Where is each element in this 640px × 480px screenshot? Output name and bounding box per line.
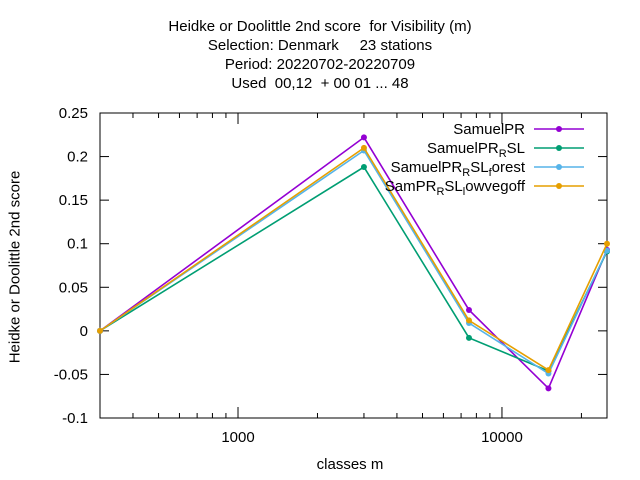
legend-marker-2 <box>556 164 562 170</box>
legend-label-1: SamuelPRRSL <box>427 140 525 160</box>
series-line-1 <box>99 165 608 372</box>
x-tick-label-0: 1000 <box>221 429 254 446</box>
legend-marker-3 <box>556 183 562 189</box>
series-3-point-0 <box>97 327 103 334</box>
plot-frame <box>99 112 608 419</box>
series-2-point-4 <box>604 247 610 254</box>
y-tick-label-7: 0.25 <box>59 105 88 122</box>
chart-title-line-3: Period: 20220702-20220709 <box>224 56 416 73</box>
series-line-3 <box>99 146 608 372</box>
legend-label-0: SamuelPR <box>453 121 525 138</box>
x-axis-label: classes m <box>316 456 384 473</box>
series-3-point-3 <box>545 367 552 374</box>
series-0-point-2 <box>465 306 472 313</box>
legend-marker-1 <box>556 145 562 151</box>
series-1-point-2 <box>465 334 472 341</box>
series-0-point-3 <box>545 385 552 392</box>
legend-marker-0 <box>556 126 562 132</box>
chart-title-line-1: Heidke or Doolittle 2nd score for Visibi… <box>168 18 472 35</box>
x-tick-label-1: 10000 <box>481 429 523 446</box>
y-tick-label-5: 0.15 <box>59 192 88 209</box>
series-3-point-2 <box>465 317 472 324</box>
y-tick-label-6: 0.2 <box>67 149 88 166</box>
series-line-2 <box>99 149 608 375</box>
legend-label-2: SamuelPRRSLforest <box>391 159 526 179</box>
y-tick-label-2: 0 <box>80 323 88 340</box>
series-3-point-1 <box>360 144 367 151</box>
chart-title-line-2: Selection: Denmark 23 stations <box>207 37 433 54</box>
series-0-point-1 <box>360 134 367 141</box>
chart-title-line-4: Used 00,12 + 00 01 ... 48 <box>231 75 409 92</box>
series-line-0 <box>99 136 608 390</box>
y-tick-label-1: -0.05 <box>54 366 88 383</box>
y-tick-label-3: 0.05 <box>59 279 88 296</box>
series-3-point-4 <box>604 240 610 247</box>
legend-label-3: SamPRRSLlowvegoff <box>385 178 526 198</box>
y-tick-label-0: -0.1 <box>62 410 88 427</box>
y-tick-label-4: 0.1 <box>67 236 88 253</box>
series-1-point-1 <box>360 164 367 171</box>
